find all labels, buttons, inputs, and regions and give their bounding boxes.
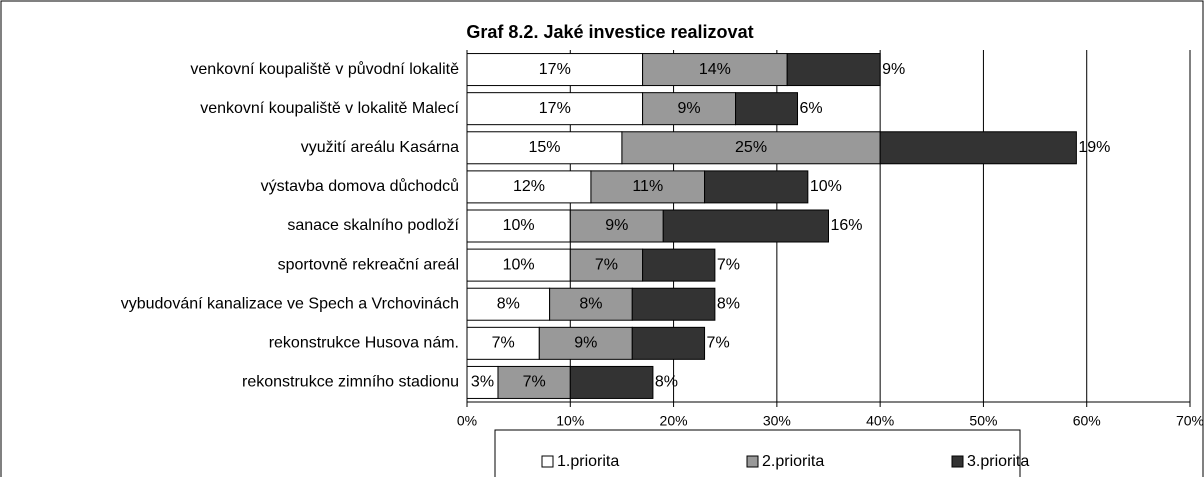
legend-label: 1.priorita [557, 453, 619, 470]
data-label: 7% [707, 335, 730, 352]
data-label: 9% [678, 100, 701, 117]
data-label: 14% [699, 61, 731, 78]
x-tick-label: 40% [866, 413, 894, 429]
data-label: 15% [528, 139, 560, 156]
chart-title: Graf 8.2. Jaké investice realizovat [466, 22, 753, 42]
legend-box [494, 429, 1021, 477]
y-tick-label: sanace skalního podloží [287, 217, 459, 234]
bar-segment [466, 209, 571, 243]
bar-segment [538, 326, 633, 360]
data-label: 11% [632, 178, 663, 195]
bar-segment [786, 53, 881, 87]
data-label: 10% [503, 256, 535, 273]
data-label: 3% [471, 374, 494, 391]
bar-segment [466, 287, 551, 321]
bar-segment [879, 131, 1077, 165]
x-tick-label: 10% [556, 413, 584, 429]
x-tick-label: 70% [1176, 413, 1204, 429]
bar-segment [704, 170, 809, 204]
bar-segment [466, 92, 644, 126]
data-label: 10% [503, 217, 535, 234]
data-label: 6% [800, 100, 823, 117]
y-tick-label: venkovní koupaliště v lokalitě Malecí [200, 100, 459, 117]
data-label: 9% [574, 335, 597, 352]
bar-segment [631, 287, 716, 321]
bar-segment [569, 209, 664, 243]
x-tick-label: 60% [1073, 413, 1101, 429]
y-tick-label: rekonstrukce Husova nám. [269, 335, 459, 352]
data-label: 17% [539, 61, 571, 78]
data-label: 7% [595, 256, 618, 273]
data-label: 7% [717, 256, 740, 273]
legend-swatch [746, 455, 759, 468]
bar-segment [621, 131, 881, 165]
bar-segment [631, 326, 706, 360]
data-label: 9% [605, 217, 628, 234]
legend-label: 2.priorita [762, 453, 824, 470]
x-tick-label: 30% [763, 413, 791, 429]
bar-segment [466, 248, 571, 282]
bar-segment [642, 248, 716, 282]
legend-swatch [951, 455, 964, 468]
legend-swatch [541, 455, 554, 468]
data-label: 10% [810, 178, 842, 195]
data-label: 19% [1078, 139, 1110, 156]
bar-segment [642, 92, 737, 126]
data-label: 8% [579, 295, 602, 312]
y-tick-label: sportovně rekreační areál [278, 256, 459, 273]
data-label: 8% [717, 295, 740, 312]
x-tick-label: 20% [660, 413, 688, 429]
data-label: 16% [831, 217, 863, 234]
y-tick-label: využití areálu Kasárna [301, 139, 459, 156]
data-label: 8% [655, 374, 678, 391]
bar-segment [549, 287, 633, 321]
data-label: 9% [882, 61, 905, 78]
data-label: 8% [497, 295, 520, 312]
legend-label: 3.priorita [967, 453, 1029, 470]
data-label: 25% [735, 139, 767, 156]
bar-segment [466, 365, 499, 399]
bar-segment [466, 326, 540, 360]
x-tick-label: 0% [457, 413, 477, 429]
data-label: 12% [513, 178, 545, 195]
bar-segment [569, 248, 644, 282]
y-tick-label: vybudování kanalizace ve Spech a Vrchovi… [121, 295, 459, 312]
bar-segment [590, 170, 706, 204]
bar-segment [662, 209, 829, 243]
y-tick-label: rekonstrukce zimního stadionu [242, 374, 459, 391]
x-tick-label: 50% [969, 413, 997, 429]
y-tick-label: venkovní koupaliště v původní lokalitě [190, 60, 459, 78]
data-label: 17% [539, 100, 571, 117]
y-tick-label: výstavba domova důchodců [261, 177, 459, 195]
data-label: 7% [492, 335, 515, 352]
bar-segment [466, 131, 623, 165]
bar-segment [569, 365, 654, 399]
bar-segment [735, 92, 799, 126]
data-label: 7% [523, 374, 546, 391]
